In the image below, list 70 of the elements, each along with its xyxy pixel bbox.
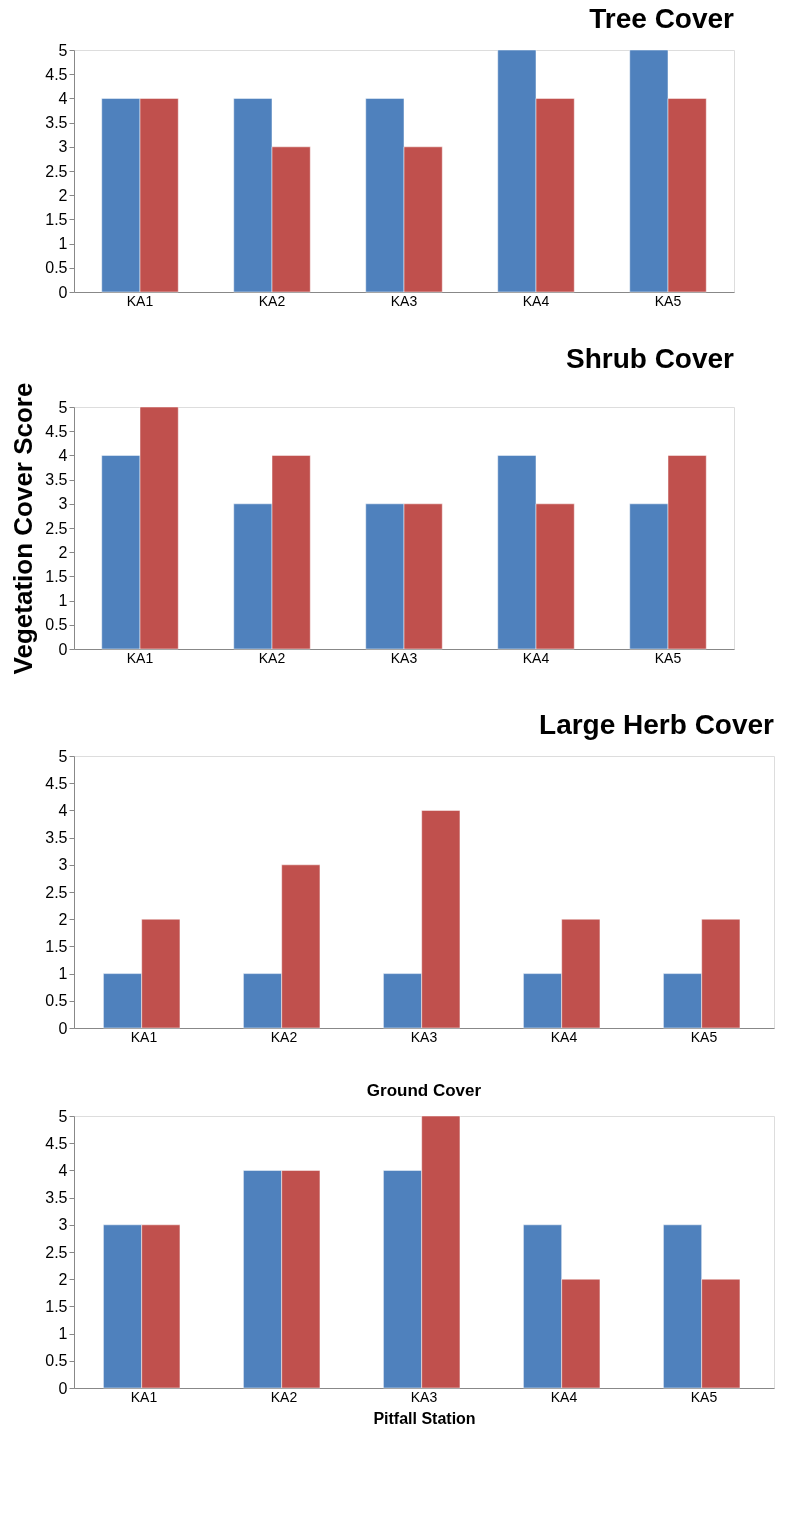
x-tick-label: KA2 bbox=[258, 292, 286, 309]
y-tick-label: 1.5 bbox=[45, 937, 68, 955]
y-tick-label: 4.5 bbox=[45, 774, 68, 792]
chart-title: Shrub Cover bbox=[565, 343, 735, 375]
x-axis-title: Pitfall Station bbox=[373, 1409, 476, 1427]
x-tick-label: KA2 bbox=[270, 1028, 298, 1045]
x-tick-label: KA5 bbox=[654, 649, 682, 666]
chart-title: Ground Cover bbox=[366, 1081, 482, 1100]
y-tick-label: 2 bbox=[58, 186, 68, 204]
x-tick-label: KA2 bbox=[258, 649, 286, 666]
y-axis-title: Vegetation Cover Score bbox=[8, 382, 39, 675]
x-tick-label: KA1 bbox=[126, 292, 154, 309]
x-tick-label: KA4 bbox=[550, 1028, 578, 1045]
x-tick-label: KA1 bbox=[126, 649, 154, 666]
y-tick-label: 3.5 bbox=[45, 114, 68, 132]
y-tick-label: 3.5 bbox=[45, 471, 68, 489]
y-tick-label: 3 bbox=[58, 138, 68, 156]
y-tick-label: 4 bbox=[58, 801, 68, 819]
y-tick-label: 5 bbox=[58, 747, 68, 765]
x-tick-label: KA4 bbox=[550, 1388, 578, 1405]
y-tick-label: 3.5 bbox=[45, 1189, 68, 1207]
x-tick-label: KA5 bbox=[654, 292, 682, 309]
y-tick-label: 2 bbox=[58, 543, 68, 561]
y-tick-label: 5 bbox=[58, 41, 68, 59]
y-tick-label: 1 bbox=[58, 592, 68, 610]
x-tick-label: KA3 bbox=[410, 1028, 438, 1045]
x-tick-label: KA2 bbox=[270, 1388, 298, 1405]
y-tick-label: 1 bbox=[58, 1325, 68, 1343]
y-tick-label: 0.5 bbox=[45, 992, 68, 1010]
y-tick-label: 1.5 bbox=[45, 567, 68, 585]
y-tick-label: 2.5 bbox=[45, 883, 68, 901]
y-tick-label: 2 bbox=[58, 1270, 68, 1288]
y-tick-label: 2.5 bbox=[45, 519, 68, 537]
x-tick-label: KA5 bbox=[690, 1388, 718, 1405]
y-tick-label: 3 bbox=[58, 495, 68, 513]
y-tick-label: 4.5 bbox=[45, 65, 68, 83]
y-tick-label: 0.5 bbox=[45, 259, 68, 277]
y-tick-label: 4 bbox=[58, 446, 68, 464]
y-tick-label: 4.5 bbox=[45, 1134, 68, 1152]
y-tick-label: 4 bbox=[58, 89, 68, 107]
y-tick-label: 1.5 bbox=[45, 1297, 68, 1315]
y-tick-label: 4.5 bbox=[45, 422, 68, 440]
y-tick-label: 3 bbox=[58, 856, 68, 874]
y-tick-label: 5 bbox=[58, 1107, 68, 1125]
y-tick-label: 2.5 bbox=[45, 1243, 68, 1261]
y-tick-label: 3 bbox=[58, 1216, 68, 1234]
y-tick-label: 2 bbox=[58, 910, 68, 928]
y-tick-label: 1 bbox=[58, 965, 68, 983]
y-tick-label: 0.5 bbox=[45, 616, 68, 634]
chart-title: Large Herb Cover bbox=[539, 709, 775, 740]
x-tick-label: KA4 bbox=[522, 292, 550, 309]
x-tick-label: KA4 bbox=[522, 649, 550, 666]
y-tick-label: 0 bbox=[58, 640, 68, 658]
chart-title: Tree Cover bbox=[589, 3, 735, 34]
y-tick-label: 1 bbox=[58, 235, 68, 253]
y-tick-label: 3.5 bbox=[45, 829, 68, 847]
x-tick-label: KA5 bbox=[690, 1028, 718, 1045]
x-tick-label: KA3 bbox=[410, 1388, 438, 1405]
y-tick-label: 0 bbox=[58, 283, 68, 301]
x-tick-label: KA3 bbox=[390, 292, 418, 309]
y-tick-label: 0 bbox=[58, 1019, 68, 1037]
y-tick-label: 1.5 bbox=[45, 210, 68, 228]
x-tick-label: KA1 bbox=[130, 1388, 158, 1405]
y-tick-label: 0.5 bbox=[45, 1352, 68, 1370]
y-tick-label: 5 bbox=[58, 398, 68, 416]
y-tick-label: 0 bbox=[58, 1379, 68, 1397]
x-tick-label: KA1 bbox=[130, 1028, 158, 1045]
y-tick-label: 2.5 bbox=[45, 162, 68, 180]
x-tick-label: KA3 bbox=[390, 649, 418, 666]
y-tick-label: 4 bbox=[58, 1161, 68, 1179]
